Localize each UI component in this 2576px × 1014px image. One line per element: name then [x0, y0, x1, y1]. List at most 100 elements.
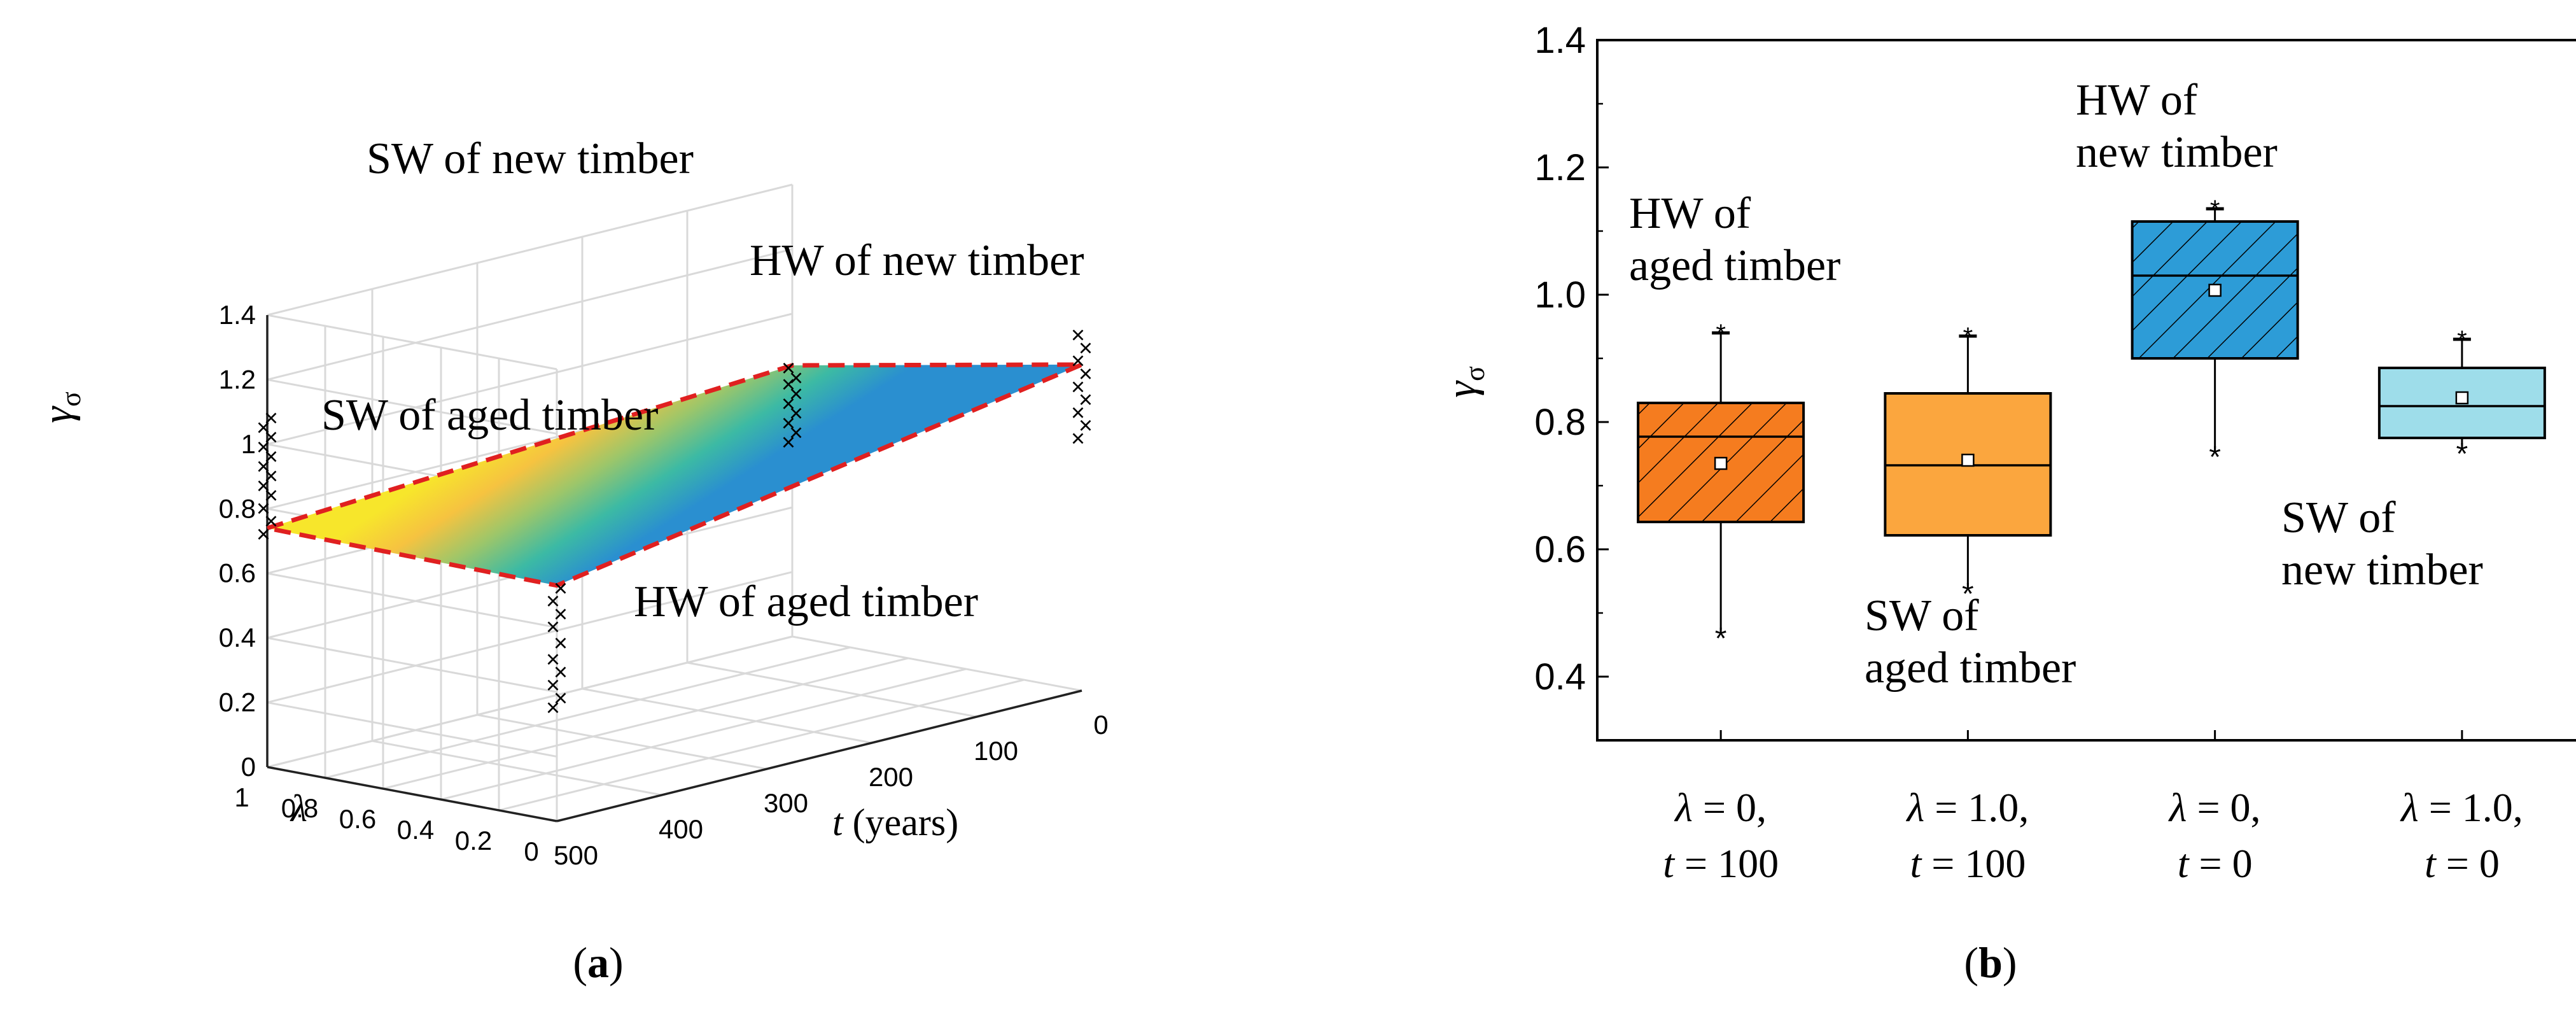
grid-line — [267, 635, 793, 768]
outlier-marker-upper: * — [2457, 326, 2467, 354]
grid-line — [687, 661, 977, 718]
outlier-marker-lower: * — [1715, 622, 1727, 656]
svg-text:aged timber: aged timber — [1629, 241, 1840, 290]
panel-b-boxes: ******** — [1637, 195, 2546, 656]
y-tick-label: 1.2 — [1534, 147, 1586, 188]
lambda-tick-label: 0.4 — [397, 815, 434, 845]
lambda-tick-label: 0.2 — [455, 826, 492, 856]
grid-line — [267, 571, 793, 704]
svg-text:aged timber: aged timber — [1865, 644, 2076, 693]
grid-line — [440, 668, 967, 801]
label-sw-aged-timber-a: SW of aged timber — [321, 391, 658, 440]
annotation-hw-new-timber-b: HW of new timber — [2076, 76, 2278, 177]
svg-text:λ = 1.0,: λ = 1.0, — [2400, 785, 2523, 830]
scatter-marker: × — [1079, 412, 1093, 439]
box-2: ** — [1884, 323, 2052, 611]
scatter-marker: × — [781, 355, 795, 382]
panel-a-t-label: t (years) — [832, 801, 958, 843]
svg-text:t = 0: t = 0 — [2178, 841, 2253, 886]
svg-text:λ = 0,: λ = 0, — [2168, 785, 2261, 830]
scatter-marker: × — [256, 521, 270, 548]
grid-line — [267, 183, 793, 316]
outlier-marker-lower: * — [2209, 440, 2221, 474]
label-hw-aged-timber-a: HW of aged timber — [634, 577, 978, 626]
panel-a-surface — [266, 362, 1083, 588]
lambda-tick-label: 0.6 — [339, 804, 376, 834]
t-tick-label: 100 — [974, 736, 1018, 766]
outlier-marker-lower: * — [2456, 437, 2468, 471]
svg-text:SW of: SW of — [2281, 493, 2396, 542]
svg-text:HW of: HW of — [2076, 76, 2198, 125]
z-tick-label: 1.2 — [219, 364, 256, 394]
grid-line — [267, 637, 557, 693]
grid-line — [267, 248, 793, 381]
scatter-marker: × — [264, 405, 278, 432]
gamma-surface — [267, 364, 1082, 586]
scatter-marker: × — [546, 672, 560, 699]
z-tick-label: 0.4 — [219, 623, 256, 652]
panel-b-plot-frame — [1596, 39, 2576, 742]
scatter-marker: × — [781, 410, 795, 437]
y-tick-label: 0.6 — [1534, 529, 1586, 570]
panel-b-caption: (b) — [1964, 938, 2017, 987]
scatter-marker: × — [554, 630, 568, 657]
scatter-marker: × — [781, 371, 795, 398]
y-tick-label: 1.0 — [1534, 274, 1586, 316]
label-hw-new-timber-a: HW of new timber — [750, 236, 1084, 285]
panel-a-axes — [266, 315, 1082, 822]
annotation-sw-aged-timber-b: SW of aged timber — [1865, 591, 2076, 693]
svg-text:t = 100: t = 100 — [1663, 841, 1779, 886]
scatter-marker: × — [554, 601, 568, 628]
svg-text:λ = 1.0,: λ = 1.0, — [1905, 785, 2029, 830]
scatter-marker: × — [1071, 348, 1085, 375]
panel-b-y-ticks: 0.4 0.6 0.8 1.0 1.2 1.4 — [1534, 20, 1609, 742]
mean-marker — [1961, 453, 1975, 467]
plot-frame — [1596, 39, 2576, 742]
grid-line — [582, 687, 872, 744]
y-tick-label: 0.8 — [1534, 402, 1586, 443]
axis-line — [556, 689, 1082, 822]
scatter-marker: × — [1071, 374, 1085, 400]
svg-text:HW of: HW of — [1629, 189, 1751, 238]
grid-line — [267, 314, 557, 370]
scatter-marker: × — [789, 381, 803, 408]
scatter-marker: × — [554, 685, 568, 712]
grid-line — [372, 740, 662, 796]
grid-line — [267, 313, 793, 446]
svg-text:t = 100: t = 100 — [1910, 841, 2026, 886]
z-tick-label: 1.4 — [219, 300, 256, 330]
grid-line — [792, 635, 1082, 692]
t-tick-label: 300 — [764, 788, 808, 818]
scatter-marker: × — [789, 420, 803, 447]
axis-line — [267, 766, 557, 822]
box-4: ** — [2377, 326, 2546, 471]
scatter-marker: × — [554, 575, 568, 602]
y-tick-label: 0.4 — [1534, 656, 1586, 698]
z-tick-label: 0.2 — [219, 687, 256, 717]
grid-line — [267, 701, 557, 758]
scatter-marker: × — [264, 509, 278, 535]
svg-text:λ = 0,: λ = 0, — [1674, 785, 1767, 830]
z-tick-label: 0.6 — [219, 558, 256, 588]
panel-a-lambda-label: λ — [290, 787, 307, 829]
t-tick-label: 200 — [869, 762, 913, 792]
scatter-marker: × — [256, 473, 270, 500]
mean-marker — [1714, 456, 1728, 470]
lambda-tick-label: 0 — [524, 836, 538, 866]
scatter-marker: × — [256, 415, 270, 442]
x-category-label: λ = 1.0, t = 0 — [2400, 785, 2523, 886]
lambda-tick-label: 0.8 — [281, 793, 318, 823]
svg-text:t = 0: t = 0 — [2425, 841, 2500, 886]
panel-a-caption: (a) — [573, 938, 623, 987]
grid-line — [325, 646, 851, 779]
box-1: ** — [1637, 320, 1805, 656]
scatter-marker: × — [781, 430, 795, 456]
svg-text:new timber: new timber — [2076, 128, 2278, 177]
scatter-marker: × — [781, 391, 795, 418]
panel-a-tick-labels: 0 0.2 0.4 0.6 0.8 1 1.2 1.4 1 0.8 0.6 0.4 0.2 0 500 400… — [219, 300, 1109, 870]
z-tick-label: 0 — [241, 752, 256, 782]
mean-marker — [2208, 283, 2222, 297]
panel-b-boxplot: 0.40.60.81.01.21.4 ******** λ = 0,t = 10… — [1438, 20, 2576, 987]
scatter-marker: × — [789, 365, 803, 391]
